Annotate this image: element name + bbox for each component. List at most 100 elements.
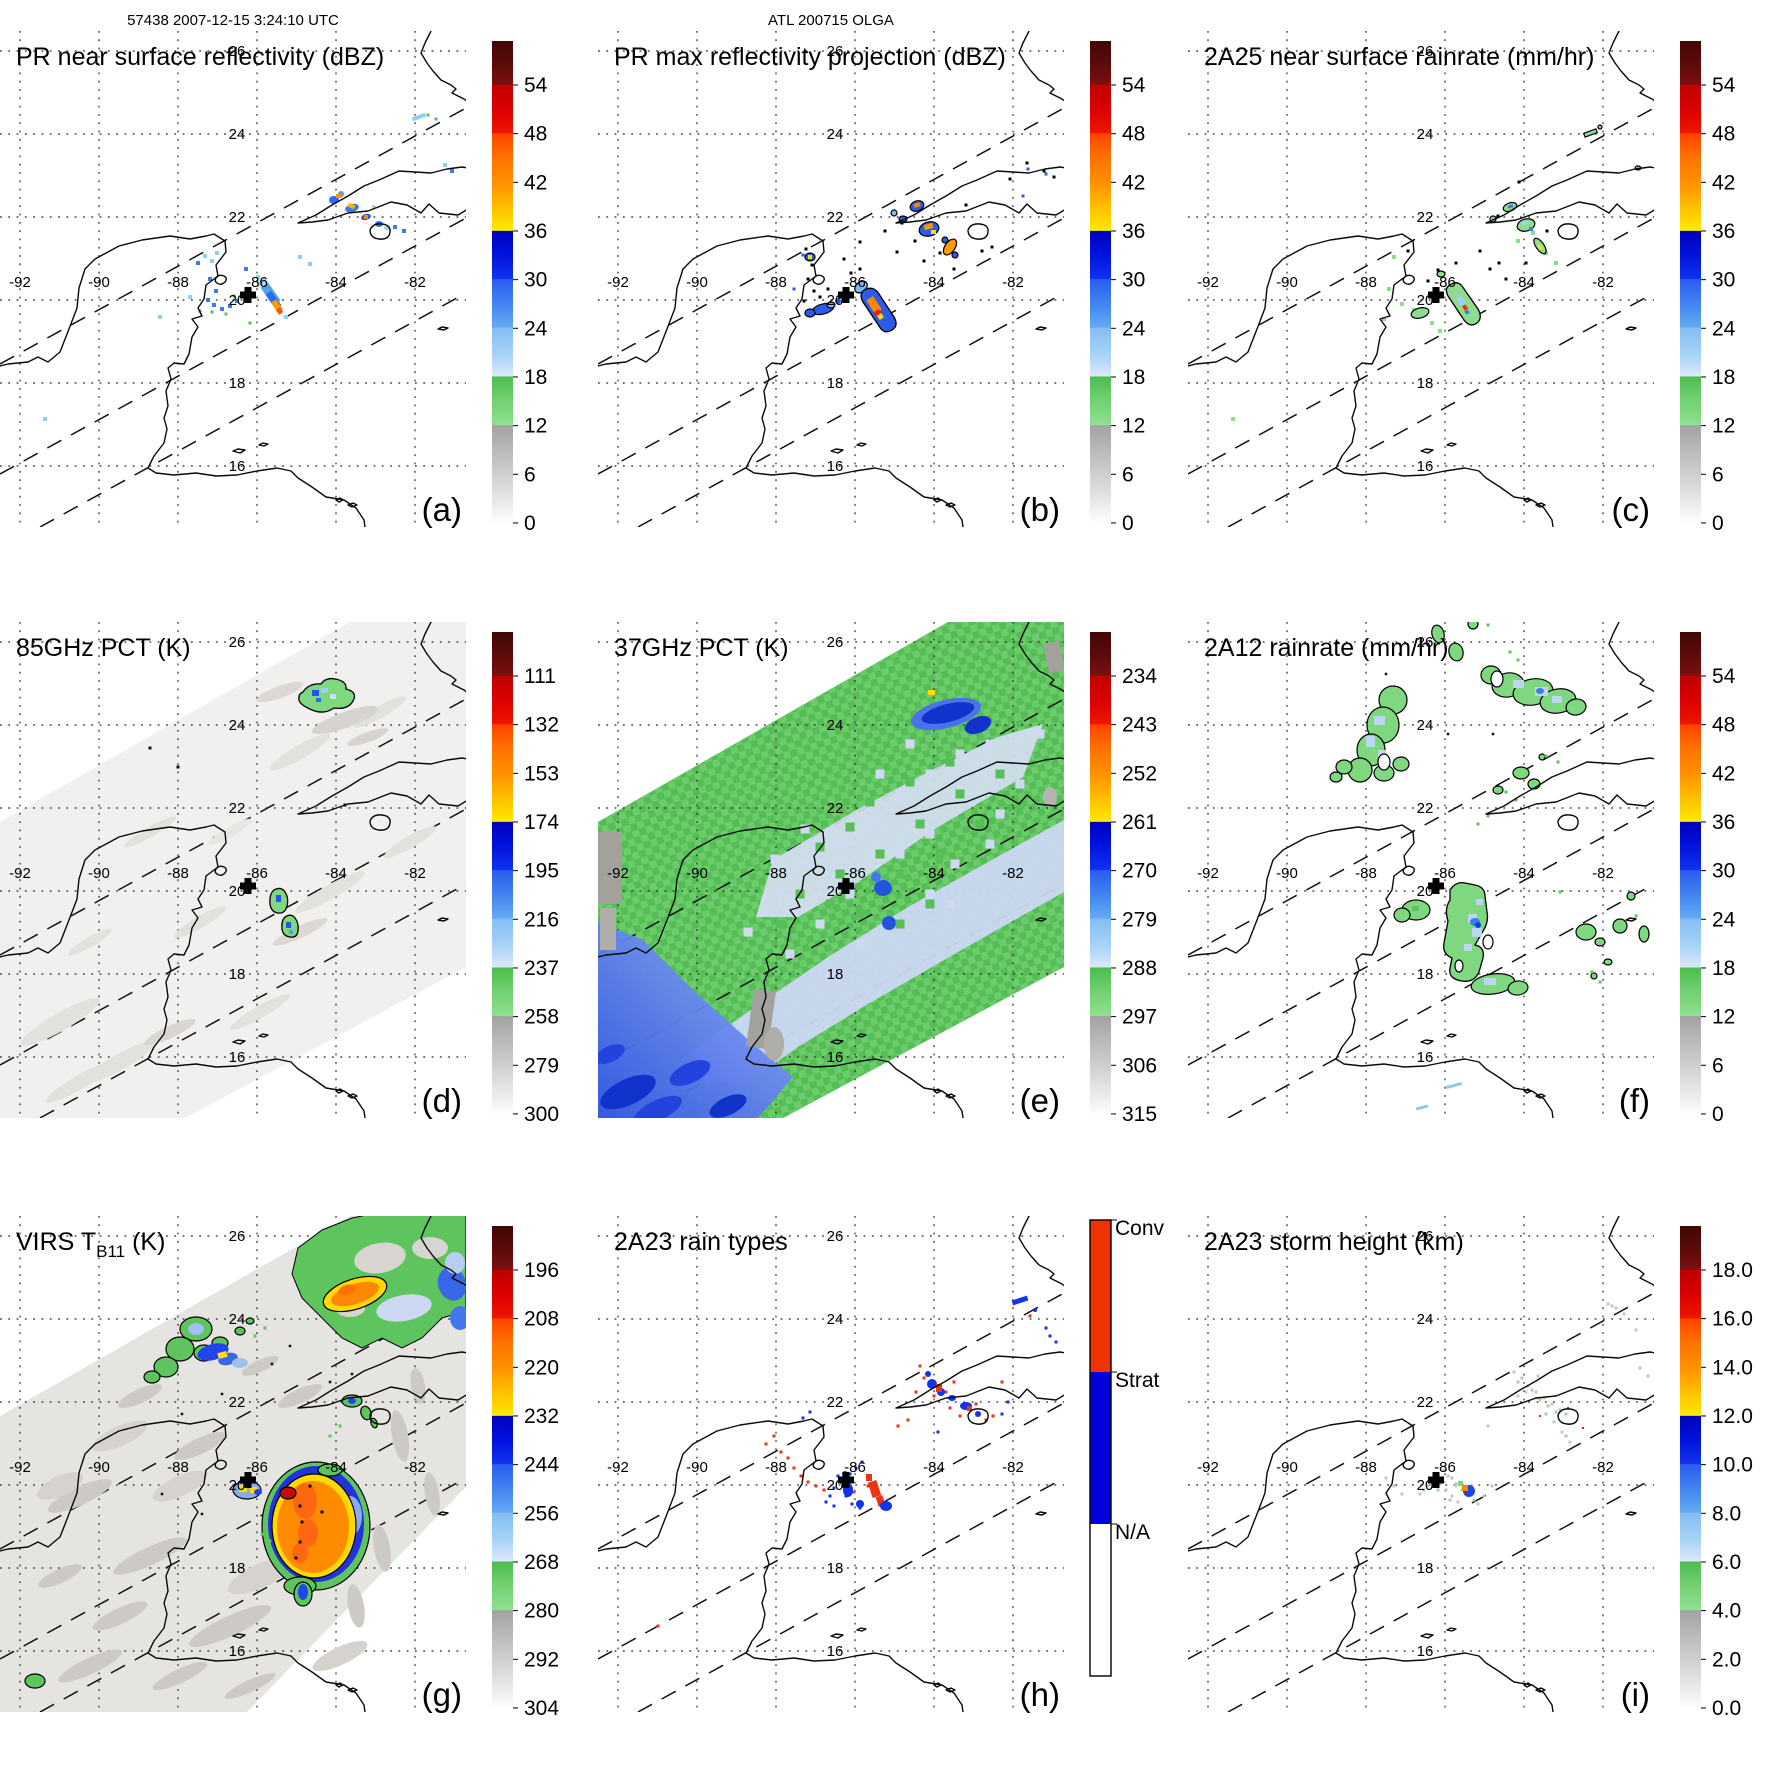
lon-label: -82 <box>1592 865 1614 882</box>
colorbar-tick-label: 234 <box>1122 665 1157 688</box>
lat-label: 24 <box>229 126 246 143</box>
coastline <box>369 1408 391 1425</box>
panel-d: -92 -90 -88 -86 -84 -82 26 24 22 20 18 16 85GHz PCT … <box>0 622 559 1126</box>
panel-f-map <box>1188 622 1654 1118</box>
coastline <box>1018 1216 1064 1287</box>
lat-label: 24 <box>1417 1311 1434 1328</box>
panel-d-letter: (d) <box>422 1082 462 1119</box>
colorbar-tick-label: 256 <box>524 1502 559 1525</box>
lon-label: -86 <box>246 274 268 291</box>
coastline <box>812 865 825 876</box>
lon-label: -90 <box>1276 1459 1298 1476</box>
storm-center-cross <box>240 878 256 894</box>
lat-label: 18 <box>1417 375 1434 392</box>
colorbar-tick-label: 16.0 <box>1712 1308 1753 1331</box>
lat-label: 18 <box>229 375 246 392</box>
colorbar-tick-label: 30 <box>1712 269 1735 292</box>
lon-label: -84 <box>325 274 347 291</box>
coastline <box>369 223 391 240</box>
colorbar-tick-label: 12.0 <box>1712 1405 1753 1428</box>
coastline <box>598 1418 964 1712</box>
colorbar-tick-label: 42 <box>1712 171 1735 194</box>
colorbar-tick-label: 111 <box>524 665 556 688</box>
coastline <box>1625 1511 1637 1516</box>
colorbar-tick-label: 14.0 <box>1712 1356 1753 1379</box>
coastline <box>232 1627 269 1639</box>
colorbar-tick-label: 244 <box>524 1454 559 1477</box>
lat-label: 26 <box>229 1228 246 1245</box>
colorbar-tick-label: 315 <box>1122 1103 1157 1126</box>
panel-b-colorbar: 54 48 42 36 30 24 18 12 6 0 <box>1090 41 1146 535</box>
lon-label: -88 <box>765 1459 787 1476</box>
storm-center-cross <box>838 287 854 303</box>
colorbar-tick-label: 0 <box>1712 1103 1724 1126</box>
panel-f-colorbar: 54 48 42 36 30 24 18 12 6 0 <box>1680 632 1736 1126</box>
panel-a-colorbar: 54 48 42 36 30 24 18 12 6 0 <box>492 41 548 535</box>
colorbar-tick-label: 30 <box>1122 269 1145 292</box>
lon-label: -88 <box>167 274 189 291</box>
lat-label: 24 <box>229 717 246 734</box>
panel-i-map <box>1188 1216 1654 1712</box>
coastline <box>297 1351 466 1409</box>
lon-label: -88 <box>167 1459 189 1476</box>
lat-label: 18 <box>827 966 844 983</box>
coastline <box>967 814 989 831</box>
coastline <box>1035 917 1047 922</box>
coastline <box>933 1682 956 1693</box>
colorbar-tick-label: 12 <box>1712 1006 1735 1029</box>
colorbar-tick-label: 220 <box>524 1356 559 1379</box>
panel-a-title: PR near surface reflectivity (dBZ) <box>16 43 384 71</box>
colorbar-tick-label: 279 <box>524 1054 559 1077</box>
lat-label: 24 <box>827 717 844 734</box>
colorbar-tick-label: 12 <box>1712 415 1735 438</box>
colorbar-tick-label: 279 <box>1122 908 1157 931</box>
lat-label: 26 <box>827 1228 844 1245</box>
colorbar-tick-label: 54 <box>1712 74 1736 97</box>
panel-f: -92 -90 -88 -86 -84 -82 26 24 22 20 18 16 2A12 rainr… <box>1188 622 1736 1126</box>
colorbar-tick-label: 54 <box>1712 665 1736 688</box>
panel-d-map <box>0 622 466 1118</box>
colorbar-tick-label: 6 <box>1712 463 1724 486</box>
storm-center-cross <box>838 1472 854 1488</box>
coastline <box>895 757 1064 815</box>
lon-label: -82 <box>404 865 426 882</box>
lat-label: 20 <box>827 883 844 900</box>
coastline <box>1420 442 1457 454</box>
panel-b: -92 -90 -88 -86 -84 -82 26 24 22 20 18 16 PR max ref… <box>598 31 1146 535</box>
panel-h: -92 -90 -88 -86 -84 -82 26 24 22 20 18 16 2A23 rain … <box>598 1216 1165 1713</box>
coastline <box>335 1682 358 1693</box>
colorbar-tick-label: 258 <box>524 1006 559 1029</box>
colorbar-tick-label: 18 <box>1122 366 1145 389</box>
colorbar-tick-label: 54 <box>524 74 548 97</box>
lat-label: 26 <box>1417 43 1434 60</box>
colorbar-tick-label: 42 <box>524 171 547 194</box>
lon-label: -84 <box>325 1459 347 1476</box>
colorbar-label: Strat <box>1115 1369 1160 1392</box>
lon-label: -88 <box>1355 274 1377 291</box>
colorbar-tick-label: 297 <box>1122 1006 1157 1029</box>
lon-label: -82 <box>1002 1459 1024 1476</box>
lon-label: -88 <box>765 865 787 882</box>
lon-label: -88 <box>167 865 189 882</box>
panel-d-colorbar: 111 132 153 174 195 216 237 258 279 300 <box>492 632 559 1126</box>
colorbar-tick-label: 24 <box>1712 908 1736 931</box>
panel-g-title: VIRS TB11 (K) <box>16 1228 165 1261</box>
colorbar-label: N/A <box>1115 1521 1150 1544</box>
coastline <box>1557 814 1579 831</box>
lat-label: 16 <box>229 1643 246 1660</box>
lon-label: -92 <box>1197 865 1219 882</box>
colorbar-tick-label: 18.0 <box>1712 1259 1753 1282</box>
lat-label: 22 <box>229 209 246 226</box>
lon-label: -84 <box>325 865 347 882</box>
panel-g-letter: (g) <box>422 1676 462 1713</box>
lon-label: -88 <box>1355 1459 1377 1476</box>
coastline <box>297 166 466 224</box>
lat-label: 22 <box>827 209 844 226</box>
coastline <box>1485 1351 1654 1409</box>
panel-f-title: 2A12 rainrate (mm/hr) <box>1204 634 1449 662</box>
lon-label: -86 <box>246 1459 268 1476</box>
coastline <box>598 233 964 527</box>
lat-label: 16 <box>1417 1643 1434 1660</box>
lat-label: 20 <box>1417 883 1434 900</box>
